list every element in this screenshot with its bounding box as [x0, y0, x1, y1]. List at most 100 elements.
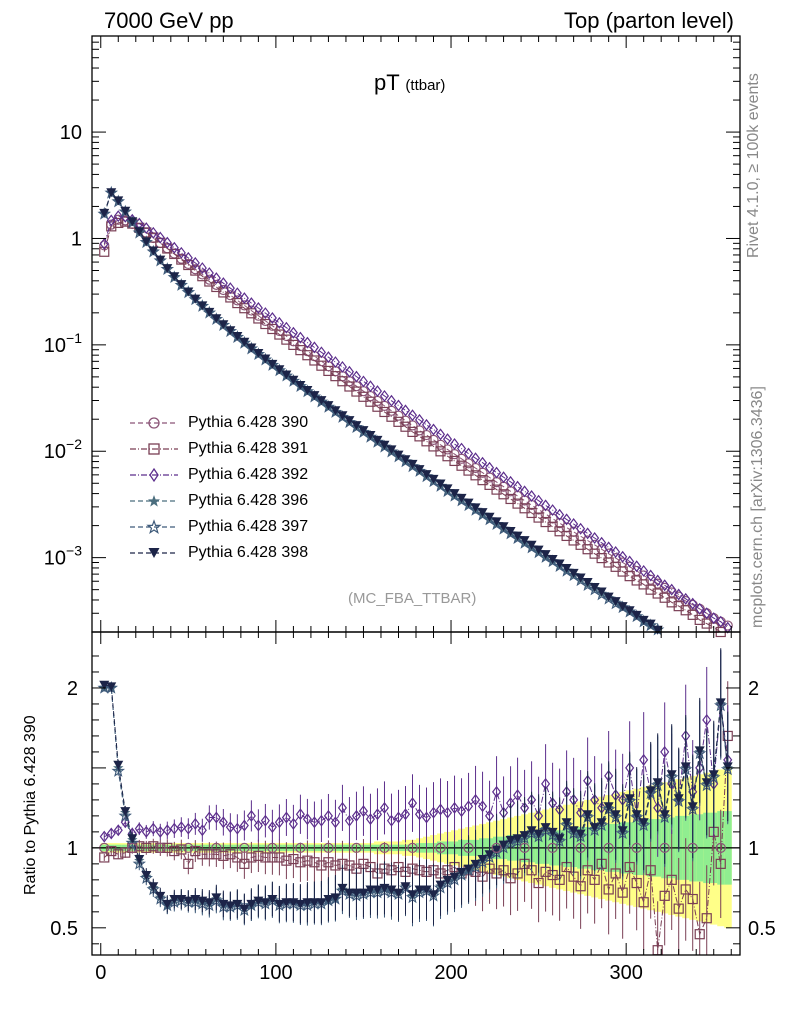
- ratio-point: [428, 890, 439, 900]
- data-point: [316, 396, 327, 406]
- data-point: [393, 399, 404, 412]
- series-line: [103, 221, 721, 633]
- ratio-point: [610, 810, 621, 820]
- data-point: [197, 271, 208, 282]
- legend-label-398: Pythia 6.428 398: [188, 544, 309, 561]
- data-point: [540, 550, 551, 560]
- data-point: [330, 406, 341, 416]
- ratio-point: [673, 903, 684, 914]
- data-point: [583, 527, 593, 540]
- data-point: [632, 560, 642, 573]
- data-point: [351, 370, 362, 383]
- data-point: [527, 489, 537, 502]
- data-point: [519, 536, 530, 546]
- legend-label-392: Pythia 6.428 392: [188, 466, 309, 483]
- ratio-point: [316, 814, 326, 827]
- ratio-point: [365, 813, 376, 826]
- data-point: [344, 365, 355, 378]
- ratio-point: [372, 808, 383, 821]
- y-tick-label: 10−1: [44, 330, 82, 357]
- data-point: [400, 404, 411, 417]
- ratio-point: [645, 865, 656, 876]
- data-point: [232, 332, 243, 342]
- ratio-point: [211, 811, 221, 824]
- ratio-point: [365, 885, 376, 895]
- data-point: [695, 602, 705, 615]
- ratio-y-tick-label: 0.5: [50, 918, 78, 940]
- ratio-point: [246, 899, 257, 909]
- chart-title-suffix: (ttbar): [405, 77, 446, 94]
- ratio-point: [603, 802, 614, 812]
- ratio-point: [512, 834, 523, 844]
- ratio-point: [134, 822, 144, 835]
- ratio-point: [456, 805, 467, 818]
- ratio-point: [702, 713, 712, 726]
- ratio-point: [659, 810, 670, 820]
- data-point: [190, 256, 200, 269]
- data-point: [176, 280, 187, 290]
- ratio-point: [183, 896, 194, 906]
- ratio-point: [169, 845, 180, 857]
- ratio-point: [491, 842, 502, 853]
- ratio-point: [596, 818, 607, 828]
- ratio-point: [358, 805, 369, 818]
- data-point: [498, 522, 509, 532]
- data-point: [218, 277, 228, 290]
- legend-marker-star-icon: [130, 495, 178, 507]
- legend-label-396: Pythia 6.428 396: [188, 492, 309, 509]
- legend-item-391: Pythia 6.428 391: [128, 436, 308, 462]
- data-point: [506, 475, 516, 488]
- chart-title: pT (ttbar): [374, 70, 445, 96]
- x-axis: 0 100 200 300: [95, 36, 732, 984]
- ratio-point: [386, 885, 397, 895]
- ratio-point: [547, 827, 558, 837]
- ratio-point: [400, 882, 411, 892]
- legend-label-391: Pythia 6.428 391: [188, 440, 309, 457]
- ratio-point: [295, 857, 306, 868]
- ratio-point: [204, 849, 215, 860]
- ratio-point: [393, 811, 404, 824]
- y-tick-label: 10−2: [44, 436, 82, 463]
- data-point: [555, 508, 565, 521]
- y-tick-exponent: −1: [66, 330, 82, 346]
- ratio-point: [232, 822, 242, 835]
- ratio-point: [533, 877, 544, 889]
- data-point: [204, 307, 215, 317]
- data-point: [260, 307, 270, 320]
- data-point: [351, 386, 362, 397]
- data-point: [358, 375, 369, 388]
- data-point: [239, 337, 250, 347]
- data-point: [134, 227, 145, 237]
- legend-marker-diamond-icon: [130, 467, 178, 483]
- data-point: [534, 494, 544, 507]
- ratio-point: [435, 803, 446, 816]
- ratio-point: [232, 852, 243, 863]
- data-point: [246, 297, 256, 310]
- legend-marker-triangle-down-icon: [130, 548, 178, 558]
- data-point: [653, 574, 663, 587]
- ratio-point: [400, 808, 411, 821]
- data-point: [554, 559, 565, 569]
- ratio-point: [659, 842, 670, 853]
- ratio-point: [666, 874, 677, 885]
- y-tick-label: 10−3: [44, 543, 82, 570]
- data-point: [414, 413, 425, 426]
- data-point: [414, 465, 425, 475]
- x-tick-label: 300: [609, 962, 642, 984]
- data-point: [379, 440, 390, 450]
- data-point: [590, 531, 600, 544]
- data-point: [597, 536, 607, 549]
- ratio-point: [302, 898, 313, 908]
- data-point: [99, 208, 110, 218]
- ratio-point: [148, 882, 159, 892]
- data-point: [183, 287, 194, 297]
- ratio-point: [169, 895, 180, 905]
- data-point: [309, 391, 320, 401]
- data-point: [526, 540, 537, 550]
- ratio-point: [603, 842, 614, 853]
- data-point: [316, 346, 326, 359]
- ratio-point: [211, 842, 222, 853]
- data-point: [456, 493, 467, 503]
- ratio-point: [492, 785, 502, 798]
- data-point: [316, 360, 327, 371]
